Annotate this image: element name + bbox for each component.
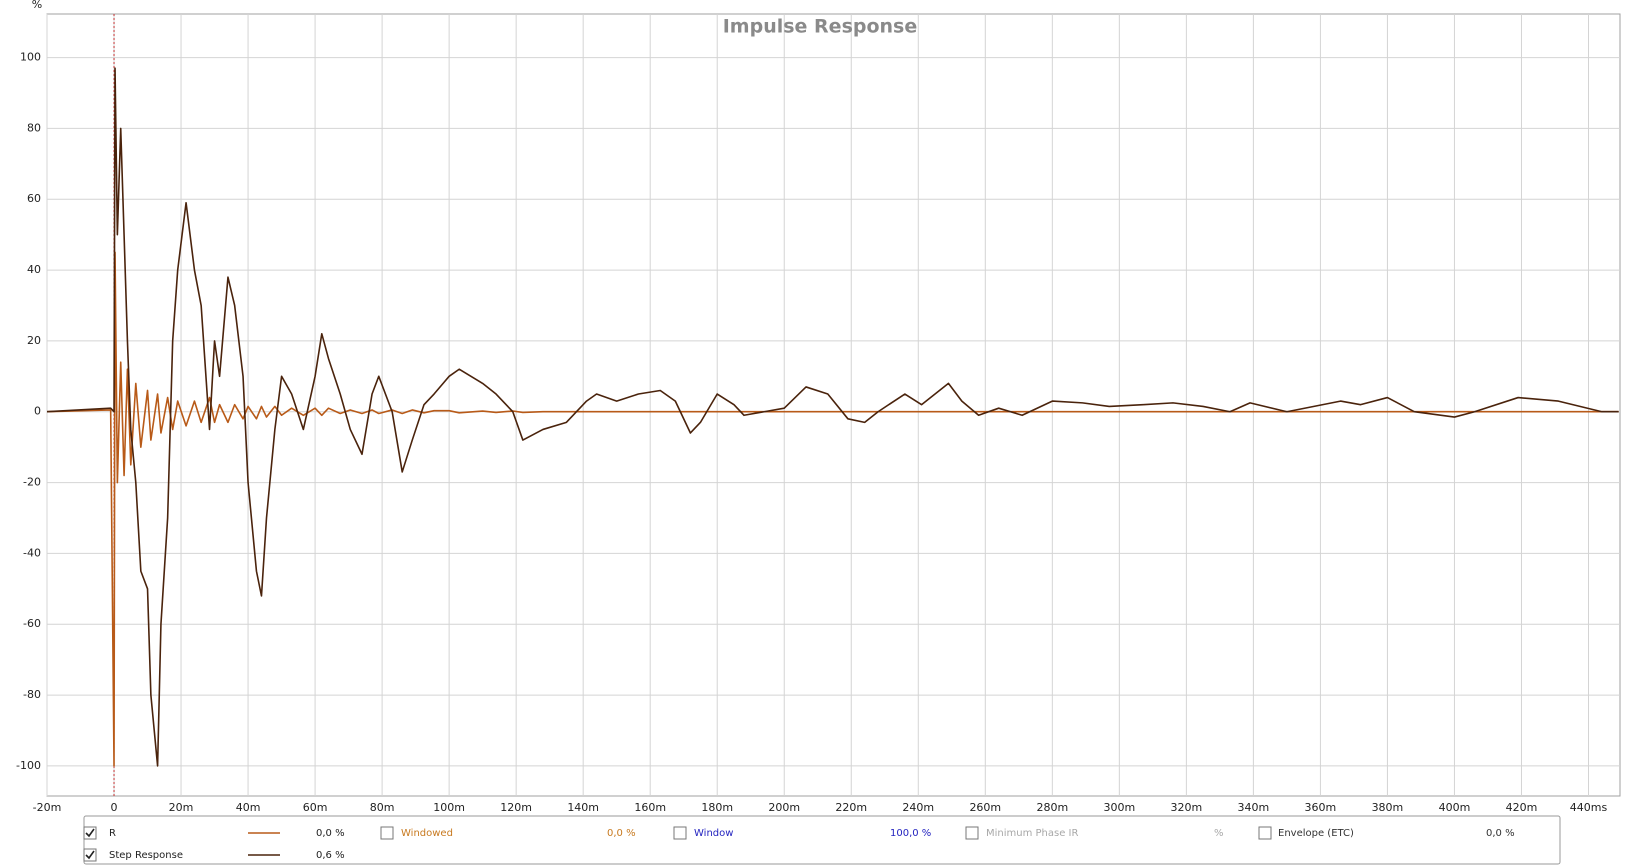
- legend-checkbox[interactable]: [1258, 826, 1272, 840]
- x-tick-label: 420m: [1506, 801, 1538, 814]
- legend-readout: 100,0 %: [890, 828, 931, 839]
- x-tick-label: 20m: [169, 801, 194, 814]
- x-tick-label: 80m: [370, 801, 395, 814]
- y-tick-label: 20: [27, 334, 41, 347]
- series-line: [47, 251, 1619, 767]
- x-tick-label: 220m: [835, 801, 867, 814]
- series-line: [47, 67, 1619, 767]
- x-tick-label: 280m: [1036, 801, 1068, 814]
- x-tick-label: 240m: [902, 801, 934, 814]
- x-tick-label: 260m: [969, 801, 1001, 814]
- x-tick-label: 440ms: [1570, 801, 1608, 814]
- legend-readout: 0,0 %: [1486, 828, 1515, 839]
- y-tick-label: -20: [23, 476, 41, 489]
- y-tick-label: -80: [23, 688, 41, 701]
- legend-readout: 0,0 %: [607, 828, 636, 839]
- legend-label: R: [109, 828, 116, 839]
- y-tick-label: 80: [27, 121, 41, 134]
- legend-checkmark: [85, 828, 95, 838]
- legend-label: Minimum Phase IR: [986, 828, 1079, 839]
- x-tick-label: 160m: [634, 801, 666, 814]
- x-tick-label: 360m: [1305, 801, 1337, 814]
- x-tick-label: 400m: [1439, 801, 1471, 814]
- x-tick-label: 100m: [433, 801, 465, 814]
- plot-area: [46, 14, 1620, 796]
- y-axis-label: %: [32, 0, 42, 11]
- y-tick-label: 40: [27, 263, 41, 276]
- plot-frame: [46, 13, 1621, 797]
- legend-label: Window: [694, 828, 733, 839]
- x-tick-label: 320m: [1171, 801, 1203, 814]
- legend-panel: [83, 815, 1561, 865]
- x-tick-label: 340m: [1238, 801, 1270, 814]
- legend-readout: 0,6 %: [316, 850, 345, 861]
- legend-checkmark: [85, 850, 95, 860]
- y-tick-label: 0: [34, 405, 41, 418]
- x-tick-label: 200m: [768, 801, 800, 814]
- legend-checkbox[interactable]: [965, 826, 979, 840]
- x-tick-label: 300m: [1103, 801, 1135, 814]
- legend-checkbox[interactable]: [673, 826, 687, 840]
- legend-checkbox[interactable]: [83, 826, 97, 840]
- legend-label: Windowed: [401, 828, 453, 839]
- legend-label: Step Response: [109, 850, 183, 861]
- y-tick-label: -60: [23, 617, 41, 630]
- x-tick-label: 120m: [500, 801, 532, 814]
- y-tick-label: 60: [27, 192, 41, 205]
- x-tick-label: 180m: [701, 801, 733, 814]
- y-tick-label: -40: [23, 546, 41, 559]
- x-tick-label: 40m: [236, 801, 261, 814]
- legend-checkbox[interactable]: [380, 826, 394, 840]
- x-tick-label: 380m: [1372, 801, 1404, 814]
- x-tick-label: 140m: [567, 801, 599, 814]
- y-tick-label: 100: [20, 51, 41, 64]
- x-tick-label: 60m: [303, 801, 328, 814]
- legend-checkbox[interactable]: [83, 848, 97, 862]
- legend-readout: %: [1214, 828, 1224, 839]
- legend-readout: 0,0 %: [316, 828, 345, 839]
- legend-label: Envelope (ETC): [1278, 828, 1354, 839]
- x-tick-label: -20m: [33, 801, 62, 814]
- chart-title: Impulse Response: [723, 16, 918, 38]
- y-tick-label: -100: [16, 759, 41, 772]
- x-tick-label: 0: [111, 801, 118, 814]
